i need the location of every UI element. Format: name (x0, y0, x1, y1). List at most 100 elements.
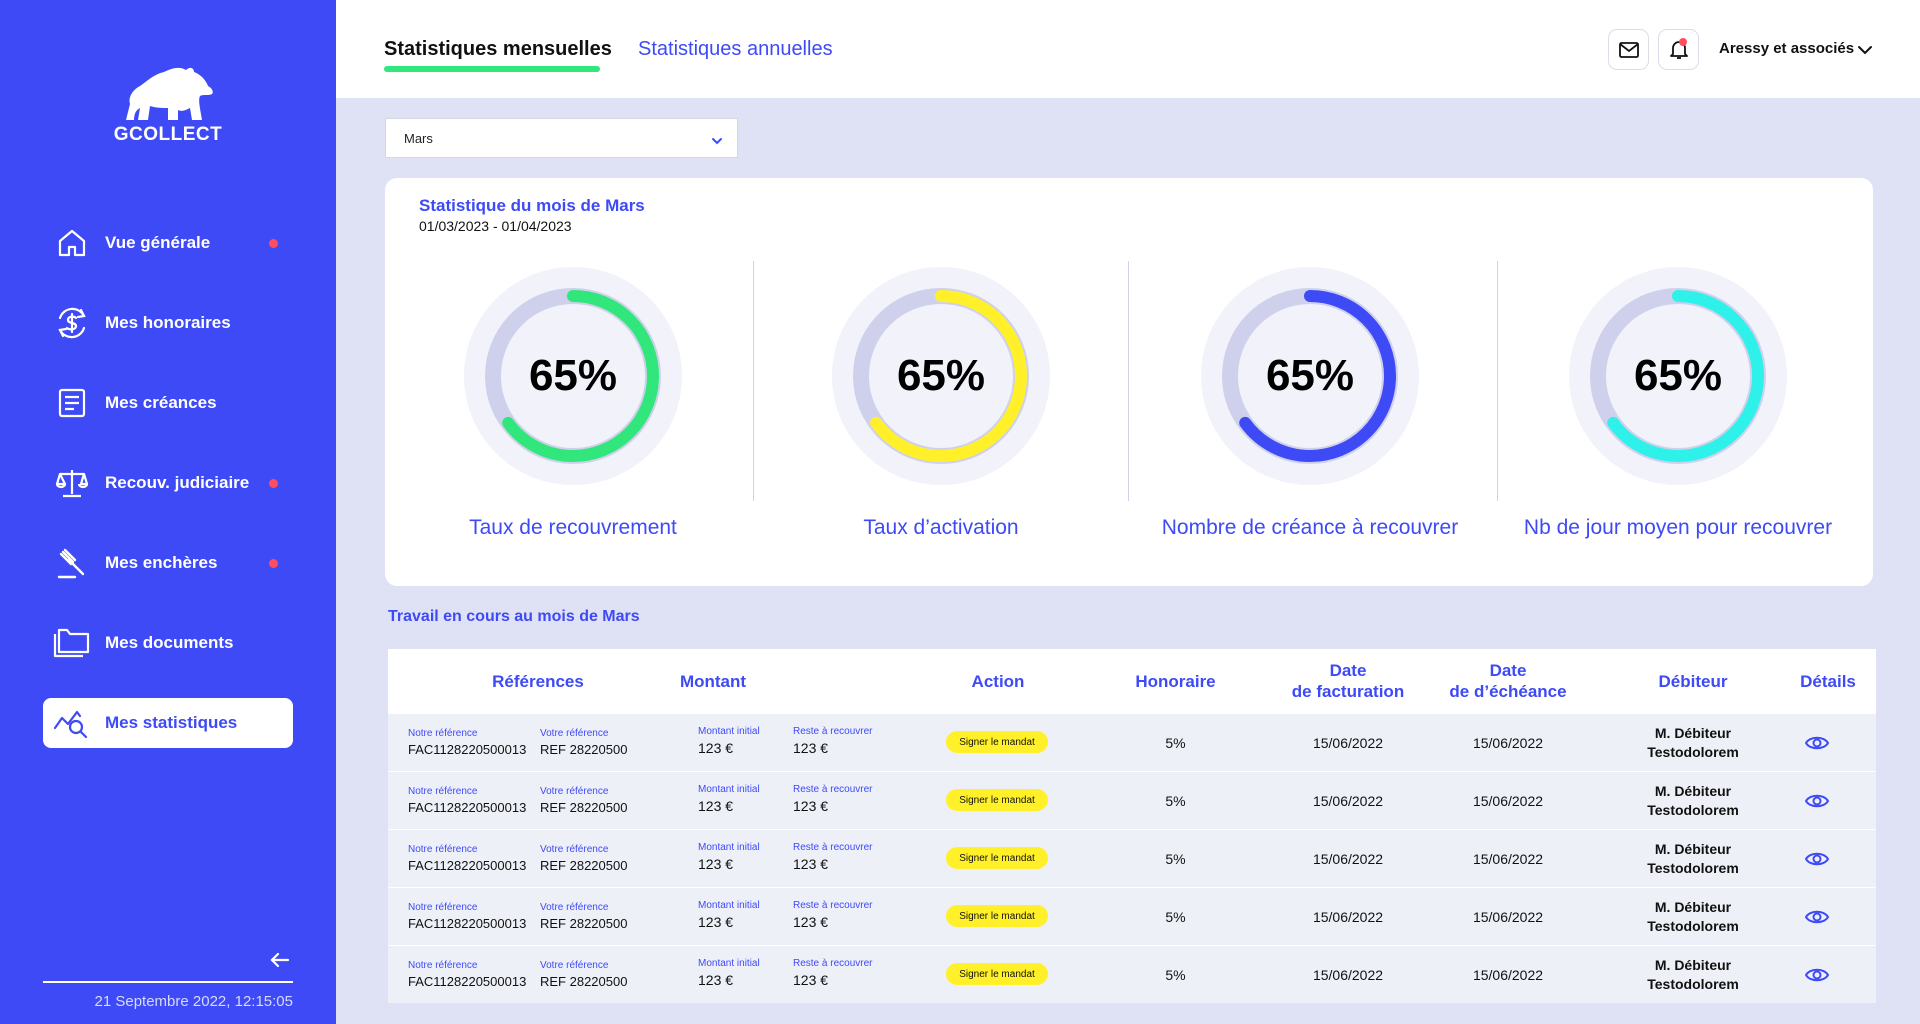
votre-ref-value: REF 28220500 (540, 800, 628, 815)
month-select[interactable]: Mars (385, 118, 738, 158)
active-tab-underline (384, 66, 600, 72)
votre-ref-value: REF 28220500 (540, 974, 628, 989)
company-name[interactable]: Aressy et associés (1719, 40, 1855, 57)
montant-initial-value: 123 € (698, 856, 734, 872)
reste-value: 123 € (793, 972, 829, 988)
reste-label: Reste à recouvrer (793, 900, 873, 911)
notifications-button[interactable] (1658, 29, 1699, 70)
date-facturation-value: 15/06/2022 (1312, 735, 1384, 751)
debiteur-line2: Testodolorem (1647, 802, 1739, 818)
dollar-cycle-icon (53, 304, 91, 342)
gauge-label: Taux de recouvrement (469, 516, 677, 539)
work-title: Travail en cours au mois de Mars (388, 608, 640, 625)
notre-ref-label: Notre référence (408, 728, 478, 739)
votre-ref-value: REF 28220500 (540, 742, 628, 757)
gauge-label: Nombre de créance à recouvrer (1161, 516, 1459, 539)
eye-icon[interactable] (1804, 905, 1830, 934)
date-echeance-value: 15/06/2022 (1472, 793, 1544, 809)
debiteur-value: M. Débiteur Testodolorem (1603, 714, 1783, 772)
col-montant: Montant (679, 671, 747, 691)
col-date-facturation-line2: de facturation (1291, 682, 1405, 701)
montant-initial-label: Montant initial (698, 842, 760, 853)
date-echeance-value: 15/06/2022 (1472, 909, 1544, 925)
stats-title: Statistique du mois de Mars (419, 196, 645, 215)
gauge-value: 65% (896, 351, 986, 400)
sidebar-item-label: Mes enchères (105, 553, 218, 572)
sidebar-item-mes-honoraires[interactable]: Mes honoraires (43, 298, 293, 348)
sidebar-item-recouv-judiciaire[interactable]: Recouv. judiciaire (43, 458, 293, 508)
stats-card: Statistique du mois de Mars 01/03/2023 -… (385, 178, 1873, 586)
collapse-arrow-icon[interactable] (268, 948, 292, 977)
notification-dot (269, 559, 278, 568)
signer-mandat-button[interactable]: Signer le mandat (946, 847, 1048, 869)
eye-icon[interactable] (1804, 963, 1830, 992)
tab-statistiques-annuelles[interactable]: Statistiques annuelles (638, 38, 833, 60)
mail-button[interactable] (1608, 29, 1649, 70)
home-icon (53, 224, 91, 262)
montant-initial-value: 123 € (698, 798, 734, 814)
honoraire-value: 5% (1165, 793, 1186, 809)
sidebar: GCOLLECT Vue générale Mes honoraires Mes… (0, 0, 336, 1024)
debiteur-line1: M. Débiteur (1654, 725, 1732, 741)
signer-mandat-button[interactable]: Signer le mandat (946, 905, 1048, 927)
col-honoraire: Honoraire (1135, 671, 1216, 691)
sidebar-item-vue-generale[interactable]: Vue générale (43, 218, 293, 268)
col-details: Détails (1800, 671, 1856, 691)
eye-icon[interactable] (1804, 789, 1830, 818)
debiteur-line1: M. Débiteur (1654, 957, 1732, 973)
brand-name: GCOLLECT (113, 124, 223, 145)
mail-icon (1618, 41, 1639, 58)
gauge-inner-disc (507, 310, 639, 442)
date-echeance-value: 15/06/2022 (1472, 851, 1544, 867)
montant-initial-label: Montant initial (698, 958, 760, 969)
honoraire-value: 5% (1165, 967, 1186, 983)
date-echeance-value: 15/06/2022 (1472, 967, 1544, 983)
chevron-down-icon[interactable] (1857, 42, 1873, 60)
votre-ref-value: REF 28220500 (540, 858, 628, 873)
col-date-echeance-line2: de d’échéance (1449, 682, 1567, 701)
debiteur-value: M. Débiteur Testodolorem (1603, 888, 1783, 946)
sidebar-item-mes-statistiques[interactable]: Mes statistiques (43, 698, 293, 748)
divider (1497, 261, 1498, 501)
sidebar-item-label: Mes honoraires (105, 313, 231, 332)
work-table: Références Montant Action Honoraire Date… (388, 649, 1876, 1003)
divider (1128, 261, 1129, 501)
debiteur-line2: Testodolorem (1647, 744, 1739, 760)
gauge-value: 65% (1265, 351, 1355, 400)
table-row: Notre référence FAC1128220500013 Votre r… (388, 771, 1876, 829)
reste-value: 123 € (793, 856, 829, 872)
signer-mandat-button[interactable]: Signer le mandat (946, 789, 1048, 811)
sidebar-divider (43, 981, 293, 983)
sidebar-item-mes-encheres[interactable]: Mes enchères (43, 538, 293, 588)
tab-statistiques-mensuelles[interactable]: Statistiques mensuelles (384, 38, 612, 60)
folder-icon (53, 624, 91, 662)
table-row: Notre référence FAC1128220500013 Votre r… (388, 713, 1876, 771)
gauge-label: Nb de jour moyen pour recouvrer (1523, 516, 1833, 539)
sidebar-item-label: Mes statistiques (105, 713, 238, 732)
logo[interactable]: GCOLLECT (108, 62, 228, 146)
signer-mandat-button[interactable]: Signer le mandat (946, 963, 1048, 985)
gauge-taux-recouvrement: 65% (463, 266, 683, 486)
date-facturation-value: 15/06/2022 (1312, 967, 1384, 983)
month-select-value: Mars (404, 130, 433, 146)
sidebar-item-mes-documents[interactable]: Mes documents (43, 618, 293, 668)
eye-icon[interactable] (1804, 731, 1830, 760)
notre-ref-label: Notre référence (408, 844, 478, 855)
reste-value: 123 € (793, 740, 829, 756)
gauge-ring (1569, 267, 1787, 485)
table-row: Notre référence FAC1128220500013 Votre r… (388, 829, 1876, 887)
col-date-facturation: Date de facturation (1248, 649, 1448, 713)
sidebar-nav: Vue générale Mes honoraires Mes créances… (43, 218, 293, 778)
signer-mandat-button[interactable]: Signer le mandat (946, 731, 1048, 753)
sidebar-item-mes-creances[interactable]: Mes créances (43, 378, 293, 428)
chart-search-icon (53, 704, 91, 742)
gauge-inner-disc (875, 310, 1007, 442)
stats-date-range: 01/03/2023 - 01/04/2023 (419, 218, 572, 234)
col-references: Références (492, 671, 584, 691)
reste-label: Reste à recouvrer (793, 784, 873, 795)
montant-initial-value: 123 € (698, 740, 734, 756)
montant-initial-label: Montant initial (698, 784, 760, 795)
debiteur-line2: Testodolorem (1647, 976, 1739, 992)
gauge-ring (1201, 267, 1419, 485)
eye-icon[interactable] (1804, 847, 1830, 876)
